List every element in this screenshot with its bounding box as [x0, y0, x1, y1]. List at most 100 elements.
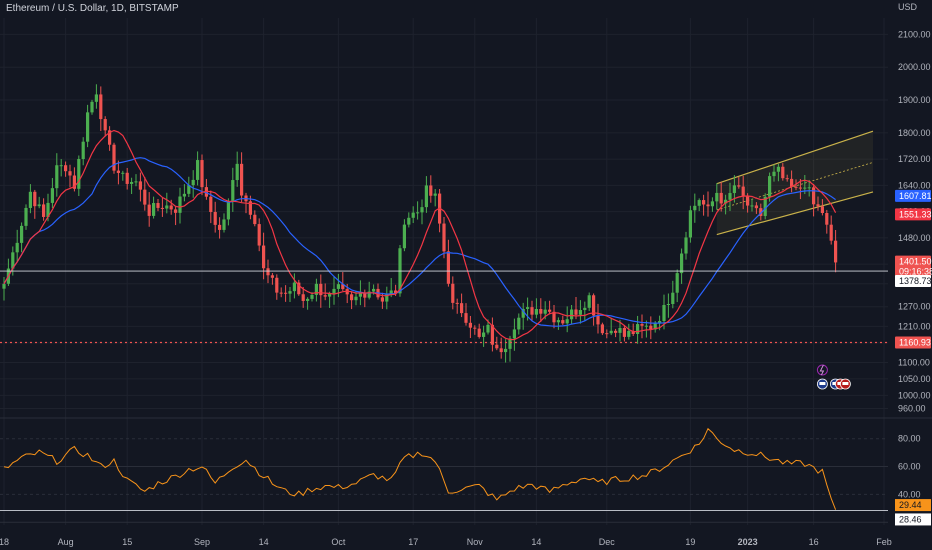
candle-body-182	[803, 187, 807, 189]
price-tick-label-5: 1210.00	[898, 321, 931, 331]
moving-averages	[3, 129, 837, 341]
event-markers[interactable]	[816, 364, 851, 390]
candle-body-21	[94, 94, 98, 102]
candle-body-87	[385, 294, 389, 302]
candle-body-58	[257, 224, 261, 246]
candle-body-188	[829, 224, 833, 241]
chart-title: Ethereum / U.S. Dollar, 1D, BITSTAMP	[6, 3, 179, 14]
ma-slow-price-tag: 1607.81	[895, 189, 932, 202]
candle-body-31	[138, 181, 142, 190]
candle-body-140	[618, 327, 622, 333]
candle-body-152	[671, 292, 675, 304]
candle-body-163	[719, 192, 723, 204]
candle-body-28	[125, 172, 129, 184]
rsi-tick-label-2: 60.00	[898, 462, 921, 472]
candle-body-129	[570, 309, 574, 320]
candle-body-120	[530, 307, 534, 315]
crosshair-price-tag: 1378.73	[895, 275, 932, 288]
candle-body-144	[636, 324, 640, 335]
candle-body-5	[24, 207, 28, 226]
candle-body-42	[187, 185, 191, 194]
flag-event-icon-3	[840, 378, 851, 390]
candle-body-45	[200, 160, 204, 188]
candle-body-115	[508, 338, 512, 349]
price-tick-label-15: 2000.00	[898, 62, 931, 72]
candle-body-67	[297, 282, 301, 295]
candle-body-49	[218, 224, 222, 230]
ma-fast-price-tag: 1551.33	[895, 208, 932, 221]
candle-body-18	[81, 141, 85, 160]
candle-body-48	[213, 211, 217, 225]
rsi-last-tag-box	[895, 499, 931, 512]
candle-body-126	[556, 320, 560, 323]
candle-body-169	[746, 196, 750, 206]
candle-body-164	[724, 199, 728, 204]
candle-body-19	[86, 112, 90, 142]
candle-body-70	[310, 294, 314, 299]
price-tick-label-3: 1100.00	[898, 358, 930, 368]
ma-slow-line	[3, 157, 836, 327]
candle-body-98	[433, 193, 437, 196]
candle-body-167	[737, 185, 741, 187]
candle-body-122	[539, 308, 543, 314]
candle-body-23	[103, 119, 107, 131]
candle-body-34	[152, 203, 156, 216]
candle-body-54	[240, 163, 244, 196]
candle-body-121	[534, 308, 538, 315]
rsi-tick-label-3: 80.00	[898, 434, 921, 444]
candle-body-86	[380, 297, 384, 302]
candle-body-8	[37, 204, 41, 207]
candle-body-27	[121, 172, 125, 174]
time-tick-label-9: Dec	[599, 537, 616, 547]
candle-body-29	[130, 182, 134, 184]
candle-body-69	[306, 298, 310, 301]
candle-body-96	[424, 185, 428, 208]
channel-fill	[716, 131, 873, 235]
candle-body-102	[451, 283, 455, 303]
candle-body-124	[548, 309, 552, 312]
candle-body-75	[332, 288, 336, 294]
candle-body-141	[622, 327, 626, 337]
candle-body-165	[728, 193, 732, 200]
candle-body-114	[504, 348, 508, 353]
countdown-text: 09:16:38	[899, 267, 932, 277]
candle-body-66	[292, 282, 296, 292]
rsi-last-tag-text: 29.44	[899, 500, 922, 510]
candle-body-149	[658, 321, 662, 323]
support-price-tag-box	[895, 336, 931, 349]
time-tick-label-10: 19	[685, 537, 695, 547]
candle-body-158	[697, 200, 701, 206]
ma-slow-price-tag-text: 1607.81	[899, 191, 932, 201]
candle-body-159	[702, 200, 706, 205]
candle-body-80	[354, 296, 358, 301]
channel-upper-line	[716, 130, 874, 185]
time-tick-label-3: Sep	[194, 537, 210, 547]
candle-body-33	[147, 204, 151, 216]
candle-body-65	[288, 291, 292, 294]
candle-body-44	[196, 160, 200, 180]
candle-body-117	[517, 317, 521, 330]
price-tick-label-12: 1720.00	[898, 154, 931, 164]
rsi-line	[3, 427, 837, 510]
price-tick-label-6: 1270.00	[898, 302, 931, 312]
channel-lower-line	[716, 191, 874, 236]
candle-body-52	[231, 180, 235, 202]
candle-body-83	[367, 291, 371, 298]
candle-body-157	[693, 205, 697, 211]
candle-body-84	[372, 288, 376, 292]
crosshair-price-tag-text: 1378.73	[899, 276, 932, 286]
lightning-glyph-icon	[819, 364, 825, 376]
candle-body-176	[776, 166, 780, 172]
candle-body-153	[675, 273, 679, 293]
candle-body-12	[55, 165, 59, 189]
candle-body-22	[99, 94, 103, 120]
rsi-last-tag: 29.44	[895, 499, 931, 512]
time-tick-label-2: 15	[122, 537, 132, 547]
candle-body-71	[314, 283, 318, 295]
time-tick-label-1: Aug	[58, 537, 74, 547]
price-tick-label-2: 1050.00	[898, 374, 931, 384]
candle-body-135	[596, 315, 600, 325]
